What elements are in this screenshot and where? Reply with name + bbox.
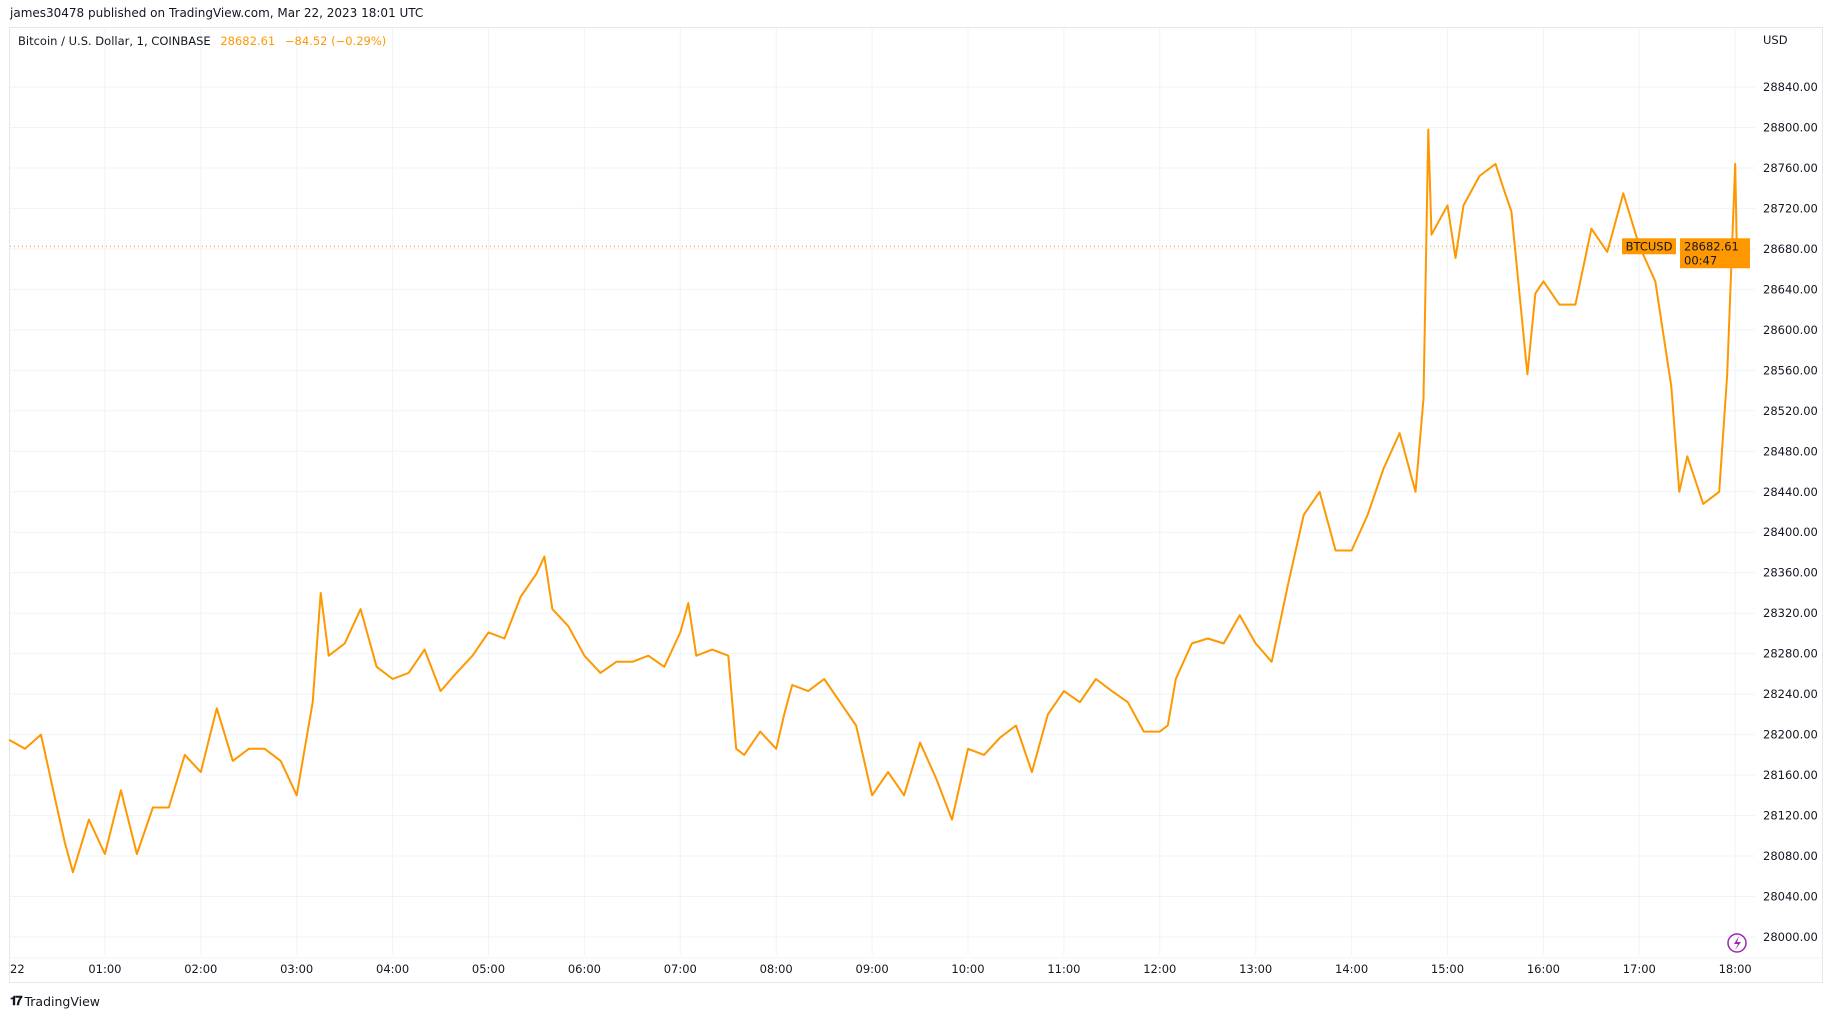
y-tick-label: 28640.00	[1763, 282, 1818, 296]
x-tick-label: 02:00	[184, 962, 217, 976]
x-tick-label: 11:00	[1047, 962, 1080, 976]
legend-price: 28682.61	[220, 34, 276, 48]
x-tick-label: 08:00	[760, 962, 793, 976]
x-tick-label: 15:00	[1431, 962, 1464, 976]
y-tick-label: 28520.00	[1763, 404, 1818, 418]
x-tick-label: 22	[10, 962, 25, 976]
symbol-description: Bitcoin / U.S. Dollar, 1, COINBASE	[18, 34, 211, 48]
x-tick-label: 01:00	[88, 962, 121, 976]
y-tick-label: 28320.00	[1763, 606, 1818, 620]
y-tick-label: 28560.00	[1763, 363, 1818, 377]
last-price-tag	[1680, 238, 1750, 269]
y-tick-label: 28040.00	[1763, 890, 1818, 904]
x-tick-label: 17:00	[1623, 962, 1656, 976]
y-tick-label: 28800.00	[1763, 120, 1818, 134]
y-tick-label: 28440.00	[1763, 485, 1818, 499]
y-tick-label: 28720.00	[1763, 201, 1818, 215]
x-tick-label: 18:00	[1719, 962, 1752, 976]
countdown-value: 00:47	[1684, 253, 1717, 267]
price-line[interactable]	[8, 128, 1738, 874]
x-tick-label: 04:00	[376, 962, 409, 976]
y-tick-label: 28680.00	[1763, 242, 1818, 256]
x-tick-label: 07:00	[664, 962, 697, 976]
chart-frame	[9, 27, 1823, 983]
legend-change: −84.52 (−0.29%)	[284, 34, 387, 48]
y-tick-label: 28240.00	[1763, 687, 1818, 701]
x-tick-label: 06:00	[568, 962, 601, 976]
currency-label: USD	[1763, 33, 1788, 47]
y-tick-label: 28280.00	[1763, 647, 1818, 661]
y-tick-label: 28400.00	[1763, 525, 1818, 539]
symbol-tag-label: BTCUSD	[1626, 239, 1673, 253]
lightning-icon[interactable]	[1727, 933, 1747, 953]
x-tick-label: 13:00	[1239, 962, 1272, 976]
y-tick-label: 28840.00	[1763, 80, 1818, 94]
x-tick-label: 16:00	[1527, 962, 1560, 976]
x-tick-label: 05:00	[472, 962, 505, 976]
lightning-icon-bolt	[1734, 936, 1741, 950]
y-tick-label: 28200.00	[1763, 728, 1818, 742]
y-tick-label: 28480.00	[1763, 444, 1818, 458]
y-tick-label: 28360.00	[1763, 566, 1818, 580]
tradingview-brand[interactable]: 𝟏𝟕 TradingView	[10, 994, 100, 1009]
y-tick-label: 28120.00	[1763, 809, 1818, 823]
y-tick-label: 28000.00	[1763, 930, 1818, 944]
x-tick-label: 12:00	[1143, 962, 1176, 976]
x-tick-label: 03:00	[280, 962, 313, 976]
y-tick-label: 28600.00	[1763, 323, 1818, 337]
publish-info: james30478 published on TradingView.com,…	[10, 6, 424, 20]
tradingview-logo-icon: 𝟏𝟕	[10, 994, 23, 1009]
y-tick-label: 28080.00	[1763, 849, 1818, 863]
chart-legend: Bitcoin / U.S. Dollar, 1, COINBASE 28682…	[18, 34, 386, 48]
y-tick-label: 28760.00	[1763, 161, 1818, 175]
brand-name: TradingView	[24, 994, 100, 1009]
symbol-tag	[1622, 238, 1676, 255]
x-tick-label: 09:00	[856, 962, 889, 976]
y-tick-label: 28160.00	[1763, 768, 1818, 782]
last-price-value: 28682.61	[1684, 239, 1739, 253]
x-tick-label: 10:00	[951, 962, 984, 976]
x-tick-label: 14:00	[1335, 962, 1368, 976]
